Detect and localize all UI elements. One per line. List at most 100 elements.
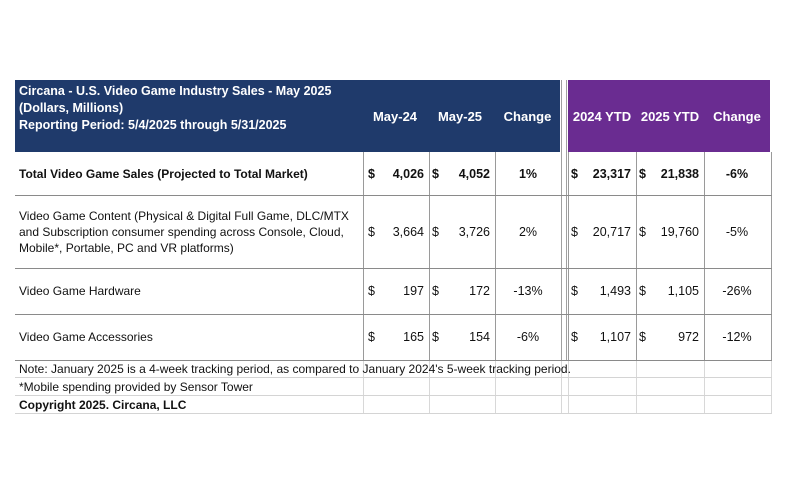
header-left: Circana - U.S. Video Game Industry Sales… xyxy=(15,80,560,152)
cell-ytd24: $20,717 xyxy=(568,195,636,268)
col-header-ytd2025: 2025 YTD xyxy=(640,108,700,124)
cell-value: 4,052 xyxy=(458,166,490,181)
column-divider xyxy=(429,152,430,360)
cell-may24: $165 xyxy=(365,314,429,360)
cell-change1: 2% xyxy=(518,224,538,239)
subtitle-line: (Dollars, Millions) xyxy=(19,101,124,115)
cell-value: 154 xyxy=(469,330,490,344)
footer-divider xyxy=(771,360,772,414)
footer-divider xyxy=(568,360,569,414)
cell-value: 172 xyxy=(469,284,490,298)
currency-symbol: $ xyxy=(368,224,375,239)
footer-divider xyxy=(561,360,562,414)
currency-symbol: $ xyxy=(368,330,375,344)
cell-may25: $3,726 xyxy=(429,195,495,268)
currency-symbol: $ xyxy=(432,330,439,344)
currency-symbol: $ xyxy=(639,284,646,298)
footer-gridline xyxy=(15,395,772,396)
cell-change1: -6% xyxy=(516,330,540,344)
footer-divider xyxy=(363,360,364,414)
row-label-line: Mobile*, Portable, PC and VR platforms) xyxy=(19,240,234,255)
col-header-may24: May-24 xyxy=(372,108,418,124)
cell-value: 972 xyxy=(678,330,699,344)
note-tracking-period: Note: January 2025 is a 4-week tracking … xyxy=(19,362,571,376)
row-label: Total Video Game Sales (Projected to Tot… xyxy=(19,152,359,195)
currency-symbol: $ xyxy=(368,166,375,181)
row-label-line: Video Game Accessories xyxy=(19,330,153,344)
cell-ytd25: $21,838 xyxy=(636,152,704,195)
note-mobile-source: *Mobile spending provided by Sensor Towe… xyxy=(19,380,253,394)
footer-gridline xyxy=(15,413,772,414)
column-divider xyxy=(704,152,705,360)
cell-ytd24: $1,107 xyxy=(568,314,636,360)
column-gap xyxy=(561,80,567,360)
column-divider xyxy=(363,152,364,360)
currency-symbol: $ xyxy=(368,284,375,298)
cell-value: 1,105 xyxy=(667,284,699,298)
title-line: Circana - U.S. Video Game Industry Sales… xyxy=(19,84,332,98)
currency-symbol: $ xyxy=(571,166,578,181)
row-label: Video Game Accessories xyxy=(19,314,359,360)
row-label-line: Video Game Content (Physical & Digital F… xyxy=(19,208,349,223)
currency-symbol: $ xyxy=(571,330,578,344)
row-label-line: Total Video Game Sales (Projected to Tot… xyxy=(19,166,308,181)
cell-value: 4,026 xyxy=(392,166,424,181)
cell-change1: -13% xyxy=(513,284,543,298)
cell-value: 21,838 xyxy=(660,166,699,181)
col-header-ytd2024: 2024 YTD xyxy=(572,108,632,124)
col-header-change: Change xyxy=(503,108,552,124)
sales-table: Circana - U.S. Video Game Industry Sales… xyxy=(15,80,772,420)
cell-value: 165 xyxy=(403,330,424,344)
cell-may25: $154 xyxy=(429,314,495,360)
footer-divider xyxy=(495,360,496,414)
cell-value: 23,317 xyxy=(592,166,631,181)
col-header-may25: May-25 xyxy=(437,108,483,124)
currency-symbol: $ xyxy=(639,166,646,181)
cell-value: 19,760 xyxy=(660,224,699,239)
currency-symbol: $ xyxy=(571,224,578,239)
cell-value: 197 xyxy=(403,284,424,298)
column-divider xyxy=(771,152,772,360)
cell-may24: $3,664 xyxy=(365,195,429,268)
cell-may24: $197 xyxy=(365,268,429,314)
cell-value: 3,664 xyxy=(392,224,424,239)
cell-ytd25: $972 xyxy=(636,314,704,360)
table-row: Video Game Accessories $165 $154 $1,107 $972… xyxy=(15,314,772,361)
cell-may25: $172 xyxy=(429,268,495,314)
cell-value: 3,726 xyxy=(458,224,490,239)
cell-change2: -12% xyxy=(722,330,752,344)
header-right: 2024 YTD 2025 YTD Change xyxy=(568,80,770,152)
cell-may25: $4,052 xyxy=(429,152,495,195)
currency-symbol: $ xyxy=(432,224,439,239)
cell-ytd24: $1,493 xyxy=(568,268,636,314)
cell-change2: -6% xyxy=(725,166,749,181)
currency-symbol: $ xyxy=(432,284,439,298)
cell-change1: 1% xyxy=(518,166,538,181)
column-divider xyxy=(636,152,637,360)
row-label: Video Game Content (Physical & Digital F… xyxy=(19,195,359,268)
table-row: Video Game Content (Physical & Digital F… xyxy=(15,195,772,269)
footer-divider xyxy=(636,360,637,414)
footer-divider xyxy=(704,360,705,414)
cell-value: 1,493 xyxy=(599,284,631,298)
cell-value: 20,717 xyxy=(592,224,631,239)
row-label: Video Game Hardware xyxy=(19,268,359,314)
currency-symbol: $ xyxy=(432,166,439,181)
cell-change2: -5% xyxy=(725,224,749,239)
col-header-ytd-change: Change xyxy=(713,108,761,124)
reporting-period: Reporting Period: 5/4/2025 through 5/31/… xyxy=(19,118,287,132)
footer-divider xyxy=(429,360,430,414)
cell-may24: $4,026 xyxy=(365,152,429,195)
table-title: Circana - U.S. Video Game Industry Sales… xyxy=(19,83,331,134)
cell-ytd25: $19,760 xyxy=(636,195,704,268)
footer-gridline xyxy=(15,377,772,378)
cell-value: 1,107 xyxy=(599,330,631,344)
column-divider xyxy=(568,152,569,360)
currency-symbol: $ xyxy=(571,284,578,298)
row-label-line: Video Game Hardware xyxy=(19,284,141,298)
cell-ytd25: $1,105 xyxy=(636,268,704,314)
cell-change2: -26% xyxy=(722,284,752,298)
currency-symbol: $ xyxy=(639,224,646,239)
copyright: Copyright 2025. Circana, LLC xyxy=(19,398,187,412)
table-row: Total Video Game Sales (Projected to Tot… xyxy=(15,152,772,196)
